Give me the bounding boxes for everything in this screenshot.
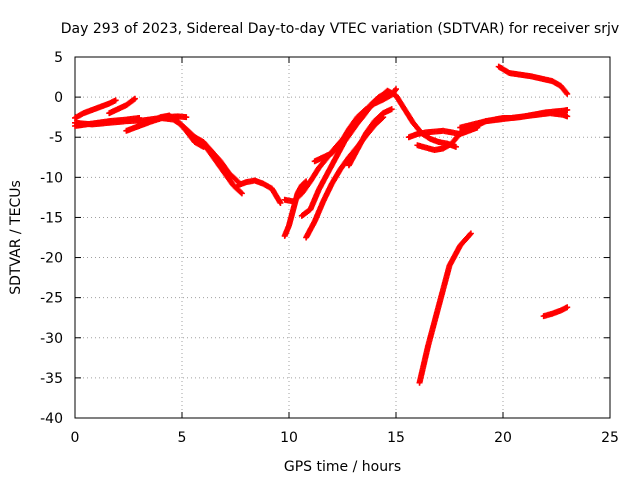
series-arc-20 bbox=[540, 304, 571, 320]
series-arc-11 bbox=[298, 89, 391, 219]
data-point bbox=[237, 189, 244, 196]
plot-frame bbox=[74, 56, 611, 419]
chart-title: Day 293 of 2023, Sidereal Day-to-day VTE… bbox=[61, 21, 619, 37]
y-tick-label: -25 bbox=[40, 291, 63, 307]
y-tick-label: -35 bbox=[40, 371, 63, 387]
data-point bbox=[130, 96, 137, 103]
data-point bbox=[393, 86, 399, 93]
data-point bbox=[564, 113, 571, 120]
data-point bbox=[112, 97, 119, 104]
y-tick-label: 5 bbox=[54, 50, 63, 66]
series-arc-7 bbox=[191, 134, 241, 185]
data-point bbox=[467, 230, 474, 237]
series-arc-19 bbox=[495, 63, 571, 97]
x-tick-label: 25 bbox=[601, 430, 619, 446]
data-point bbox=[303, 178, 310, 185]
data-layer bbox=[72, 63, 571, 386]
x-tick-label: 10 bbox=[280, 430, 298, 446]
x-tick-label: 20 bbox=[494, 430, 512, 446]
x-tick-label: 0 bbox=[71, 430, 80, 446]
data-point bbox=[564, 90, 571, 97]
data-point bbox=[563, 89, 570, 96]
series-arc-17 bbox=[457, 110, 571, 131]
series-arc-4 bbox=[106, 95, 138, 117]
y-tick-label: -20 bbox=[40, 251, 63, 267]
series-arc-14 bbox=[345, 106, 395, 169]
data-point bbox=[452, 143, 459, 150]
x-tick-label: 15 bbox=[387, 430, 405, 446]
series-arc-10 bbox=[281, 178, 310, 239]
y-tick-label: -30 bbox=[40, 331, 63, 347]
y-tick-label: 0 bbox=[54, 90, 63, 106]
series-arc-13 bbox=[311, 86, 399, 165]
x-tick-label: 5 bbox=[178, 430, 187, 446]
data-point bbox=[564, 304, 571, 311]
y-axis-label: SDTVAR / TECUs bbox=[8, 180, 24, 295]
data-point bbox=[564, 106, 571, 113]
y-tick-label: -15 bbox=[40, 210, 63, 226]
data-point bbox=[388, 106, 395, 113]
series-arc-3 bbox=[72, 114, 143, 129]
data-point bbox=[277, 200, 284, 207]
data-point bbox=[233, 177, 240, 184]
series-arc-2 bbox=[72, 114, 245, 197]
series-arc-18 bbox=[416, 230, 474, 386]
data-point bbox=[302, 179, 309, 186]
data-point bbox=[183, 114, 190, 121]
data-point bbox=[392, 87, 399, 94]
y-tick-label: -10 bbox=[40, 170, 63, 186]
y-tick-label: -5 bbox=[49, 130, 63, 146]
data-point bbox=[466, 231, 473, 238]
axis-ticks: 0 5 10 15 20 25 5 0 -5 -10 -15 -20 -25 -30 -35 -40 bbox=[40, 50, 619, 446]
y-tick-label: -40 bbox=[40, 411, 63, 427]
data-point bbox=[131, 95, 138, 102]
data-point bbox=[136, 114, 143, 121]
series-arc-8 bbox=[234, 177, 284, 207]
x-axis-label: GPS time / hours bbox=[284, 459, 401, 475]
grid-layer bbox=[75, 57, 610, 418]
data-point bbox=[238, 190, 245, 197]
